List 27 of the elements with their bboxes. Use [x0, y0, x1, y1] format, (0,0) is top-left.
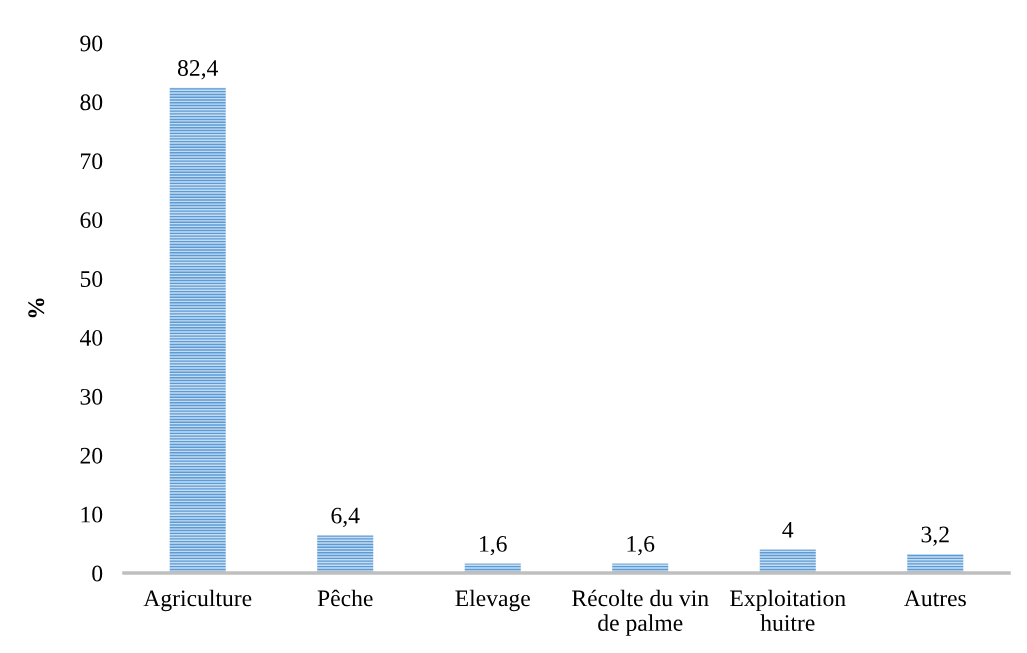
y-tick-label: 50: [80, 271, 103, 287]
bar: [169, 87, 226, 574]
data-label: 1,6: [480, 535, 507, 556]
y-tick-label: 60: [80, 212, 103, 229]
x-tick-label: Récolte du vin de palme: [572, 589, 709, 636]
y-tick-label: 80: [80, 94, 103, 111]
data-label: 82,4: [177, 60, 219, 80]
data-label: 4: [782, 521, 794, 538]
y-tick-label: 0: [92, 565, 103, 582]
y-tick-label: 20: [80, 447, 103, 464]
y-tick-label: 40: [79, 329, 103, 346]
bar: [907, 554, 964, 574]
y-tick-label: 90: [80, 35, 103, 52]
y-tick-label: 10: [81, 506, 103, 523]
bar: [317, 535, 374, 574]
x-tick-label: Autres: [904, 590, 966, 607]
data-label: 1,6: [627, 535, 655, 556]
y-axis-title: %: [28, 298, 45, 318]
bar: [759, 549, 816, 574]
y-tick-label: 70: [81, 153, 103, 170]
x-tick-label: Elevage: [455, 589, 530, 612]
x-tick-label: Agriculture: [143, 589, 252, 612]
data-label: 3,2: [921, 526, 949, 546]
x-tick-label: Exploitation huitre: [730, 589, 846, 631]
x-tick-label: Pêche: [317, 589, 373, 607]
data-label: 6,4: [331, 507, 360, 527]
y-tick-label: 30: [80, 388, 103, 405]
